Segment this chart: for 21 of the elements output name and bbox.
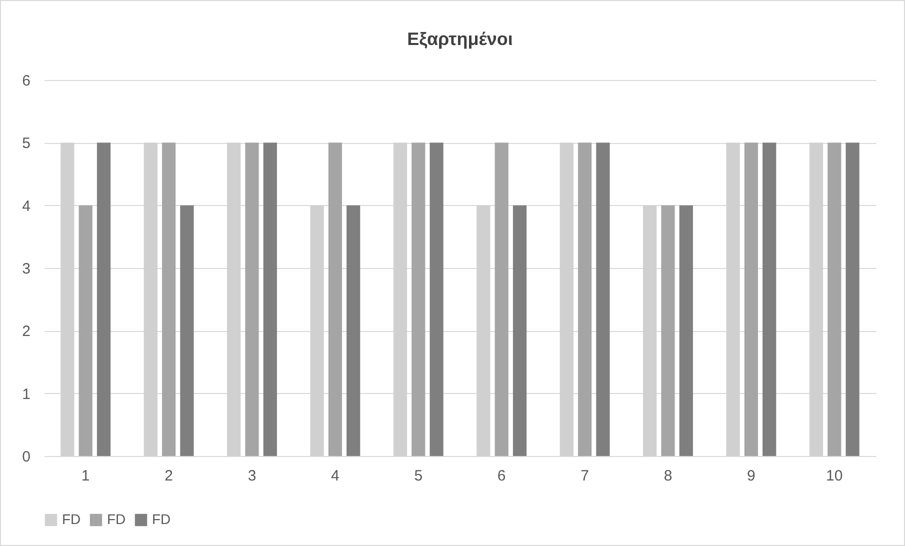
x-tick-label: 3 [248,468,256,484]
x-tick-label: 7 [580,468,589,484]
y-tick-label: 2 [22,323,30,340]
x-tick-label: 6 [497,468,506,484]
y-tick-label: 3 [22,260,30,278]
x-tick-label: 1 [81,468,90,484]
chart-title: Εξαρτημένοι [407,29,513,49]
x-tick-label: 2 [164,468,173,484]
legend-label: FD [107,511,126,527]
x-tick-label: 5 [414,468,423,484]
y-tick-label: 6 [22,72,30,90]
y-tick-label: 1 [22,386,30,403]
x-tick-label: 8 [664,468,672,484]
y-tick-label: 4 [22,198,30,215]
y-tick-label: 5 [22,135,30,152]
legend-label: FD [62,511,81,527]
x-tick-label: 10 [826,468,843,484]
y-tick-label: 0 [22,448,30,466]
x-tick-label: 9 [747,468,756,484]
legend-label: FD [152,511,171,527]
x-tick-label: 4 [331,468,340,484]
